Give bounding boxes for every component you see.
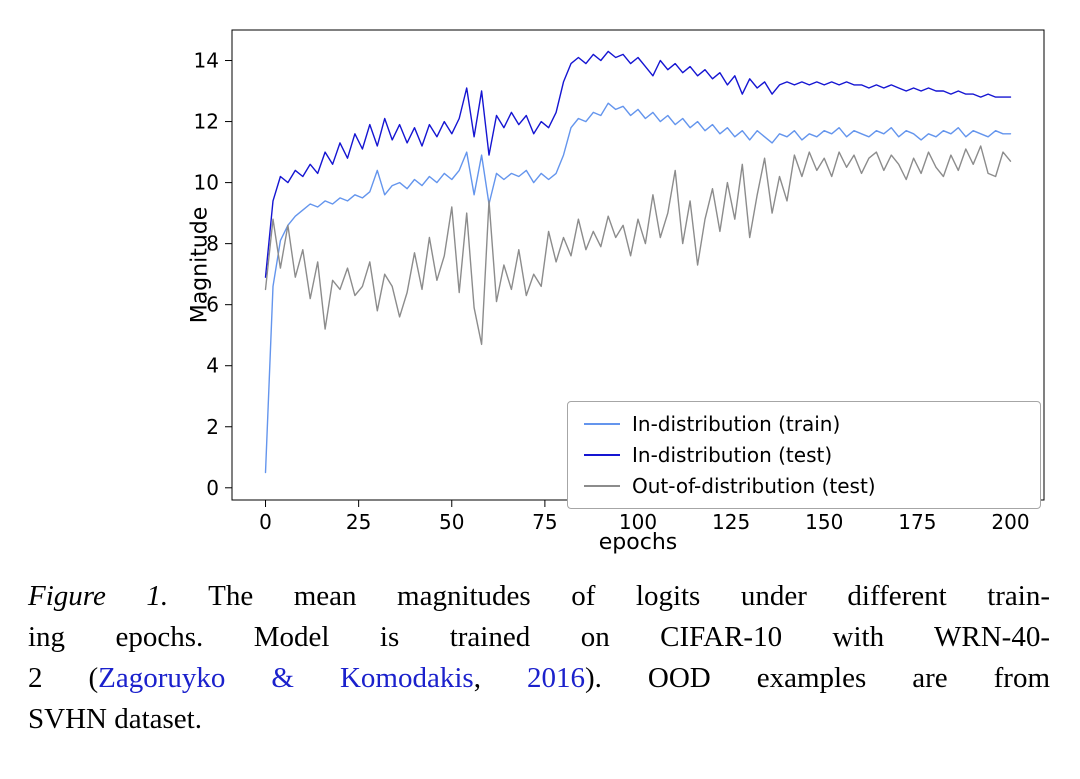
caption-line: ing epochs. Model is trained on CIFAR-10… <box>28 617 1050 658</box>
y-tick-label: 10 <box>194 171 219 195</box>
y-tick-label: 12 <box>194 110 219 134</box>
caption-text: The mean magnitudes of logits under diff… <box>168 580 1051 612</box>
y-tick-label: 6 <box>206 293 219 317</box>
legend-item: In-distribution (test) <box>580 442 1028 468</box>
series-line-2 <box>264 145 1012 346</box>
caption-line: 2 (Zagoruyko & Komodakis, 2016). OOD exa… <box>28 658 1050 699</box>
x-tick-label: 125 <box>712 510 750 534</box>
chart-legend: In-distribution (train) In-distribution (… <box>567 401 1041 509</box>
x-axis-label: epochs <box>598 530 678 555</box>
y-tick-label: 2 <box>206 415 219 439</box>
legend-item: In-distribution (train) <box>580 411 1028 437</box>
series-line-0 <box>264 102 1012 474</box>
x-tick-label: 50 <box>439 510 464 534</box>
caption-text: SVHN dataset. <box>28 703 202 735</box>
x-tick-label: 25 <box>346 510 371 534</box>
x-tick-label: 200 <box>991 510 1029 534</box>
legend-label: In-distribution (train) <box>632 412 841 436</box>
caption-text: 2 ( <box>28 662 99 694</box>
x-tick-label: 75 <box>532 510 557 534</box>
chart-canvas: 0 25 50 75 100 125 150 175 200 0 2 4 6 8 10 12 14 <box>194 29 1045 534</box>
legend-line-sample <box>584 454 620 456</box>
y-tick-label: 8 <box>206 232 219 256</box>
y-axis-label: Magnitude <box>187 206 213 324</box>
x-tick-label: 150 <box>805 510 843 534</box>
legend-item: Out-of-distribution (test) <box>580 473 1028 499</box>
figure-caption: Figure 1. The mean magnitudes of logits … <box>28 576 1050 740</box>
caption-text: ). OOD examples are from <box>584 662 1051 694</box>
citation-link[interactable]: Zagoruyko & Komodakis <box>98 662 474 694</box>
caption-line: SVHN dataset. <box>28 699 1050 740</box>
y-tick-label: 4 <box>206 354 219 378</box>
y-tick-label: 14 <box>194 49 219 73</box>
y-tick-label: 0 <box>206 476 219 500</box>
caption-text: , <box>473 662 527 694</box>
series-line-1 <box>264 50 1012 278</box>
logits-magnitude-chart: 0 25 50 75 100 125 150 175 200 0 2 4 6 8 10 12 14 Magnit… <box>187 29 1045 555</box>
x-tick-label: 175 <box>898 510 936 534</box>
legend-label: Out-of-distribution (test) <box>632 474 876 498</box>
legend-label: In-distribution (test) <box>632 443 833 467</box>
citation-link[interactable]: 2016 <box>526 662 585 694</box>
caption-line: Figure 1. The mean magnitudes of logits … <box>28 576 1050 617</box>
caption-text: ing epochs. Model is trained on CIFAR-10… <box>28 621 1050 653</box>
legend-line-sample <box>584 485 620 487</box>
x-tick-label: 100 <box>619 510 657 534</box>
legend-line-sample <box>584 423 620 425</box>
x-tick-label: 0 <box>259 510 272 534</box>
figure-label: Figure 1. <box>28 580 169 612</box>
